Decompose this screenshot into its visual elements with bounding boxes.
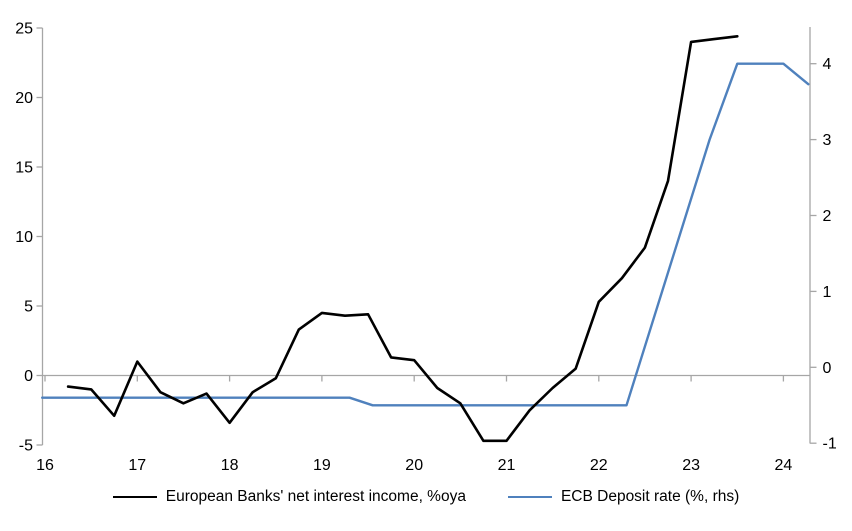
x-tick-label: 23 <box>682 457 700 474</box>
legend-label-ecb-deposit-rate: ECB Deposit rate (%, rhs) <box>560 488 740 505</box>
left-y-tick-label: 15 <box>15 160 33 177</box>
net-interest-income-line-swatch <box>112 496 157 498</box>
right-y-tick-label: 0 <box>823 360 832 377</box>
chart-legend: European Banks' net interest income, %oy… <box>0 488 852 506</box>
legend-item-ecb-deposit-rate: ECB Deposit rate (%, rhs) <box>507 488 740 506</box>
legend-item-net-interest-income: European Banks' net interest income, %oy… <box>112 488 466 506</box>
right-y-tick-label: 2 <box>823 208 832 225</box>
left-y-tick-label: 25 <box>15 21 33 38</box>
x-tick-label: 21 <box>498 457 516 474</box>
left-y-tick-label: 0 <box>24 368 33 385</box>
left-y-tick-label: -5 <box>19 438 33 455</box>
ecb-deposit-rate-line-swatch <box>507 496 552 498</box>
x-tick-label: 18 <box>221 457 239 474</box>
legend-label-net-interest-income: European Banks' net interest income, %oy… <box>165 488 466 505</box>
right-y-tick-label: 3 <box>823 132 832 149</box>
x-tick-label: 24 <box>775 457 793 474</box>
x-tick-label: 19 <box>313 457 331 474</box>
x-tick-label: 22 <box>590 457 608 474</box>
ecb-deposit-rate-line <box>41 62 810 407</box>
right-y-tick-label: 4 <box>823 56 832 73</box>
right-y-tick-label: 1 <box>823 284 832 301</box>
left-y-tick-label: 20 <box>15 90 33 107</box>
right-y-tick-label: -1 <box>823 436 837 453</box>
x-tick-label: 17 <box>128 457 146 474</box>
net-interest-income-line <box>66 34 739 443</box>
x-tick-label: 16 <box>36 457 54 474</box>
left-y-tick-label: 5 <box>24 299 33 316</box>
left-y-tick-label: 10 <box>15 229 33 246</box>
x-tick-label: 20 <box>405 457 423 474</box>
